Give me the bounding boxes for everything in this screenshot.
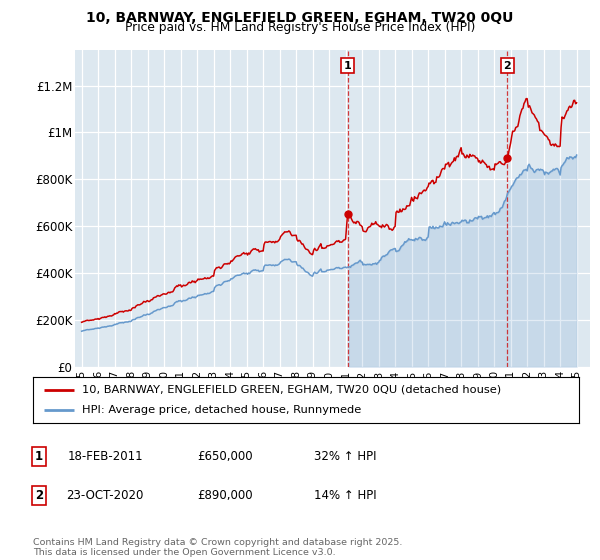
Text: 14% ↑ HPI: 14% ↑ HPI xyxy=(314,489,376,502)
Text: 10, BARNWAY, ENGLEFIELD GREEN, EGHAM, TW20 0QU: 10, BARNWAY, ENGLEFIELD GREEN, EGHAM, TW… xyxy=(86,11,514,25)
Text: Price paid vs. HM Land Registry's House Price Index (HPI): Price paid vs. HM Land Registry's House … xyxy=(125,21,475,34)
Text: £650,000: £650,000 xyxy=(197,450,253,463)
Text: HPI: Average price, detached house, Runnymede: HPI: Average price, detached house, Runn… xyxy=(82,405,361,415)
Text: 2: 2 xyxy=(35,489,43,502)
Text: 10, BARNWAY, ENGLEFIELD GREEN, EGHAM, TW20 0QU (detached house): 10, BARNWAY, ENGLEFIELD GREEN, EGHAM, TW… xyxy=(82,385,501,395)
Text: 32% ↑ HPI: 32% ↑ HPI xyxy=(314,450,376,463)
Text: 23-OCT-2020: 23-OCT-2020 xyxy=(67,489,143,502)
Text: 2: 2 xyxy=(503,60,511,71)
Text: 1: 1 xyxy=(35,450,43,463)
Text: £890,000: £890,000 xyxy=(197,489,253,502)
Text: Contains HM Land Registry data © Crown copyright and database right 2025.
This d: Contains HM Land Registry data © Crown c… xyxy=(33,538,403,557)
Text: 1: 1 xyxy=(344,60,352,71)
Text: 18-FEB-2011: 18-FEB-2011 xyxy=(67,450,143,463)
